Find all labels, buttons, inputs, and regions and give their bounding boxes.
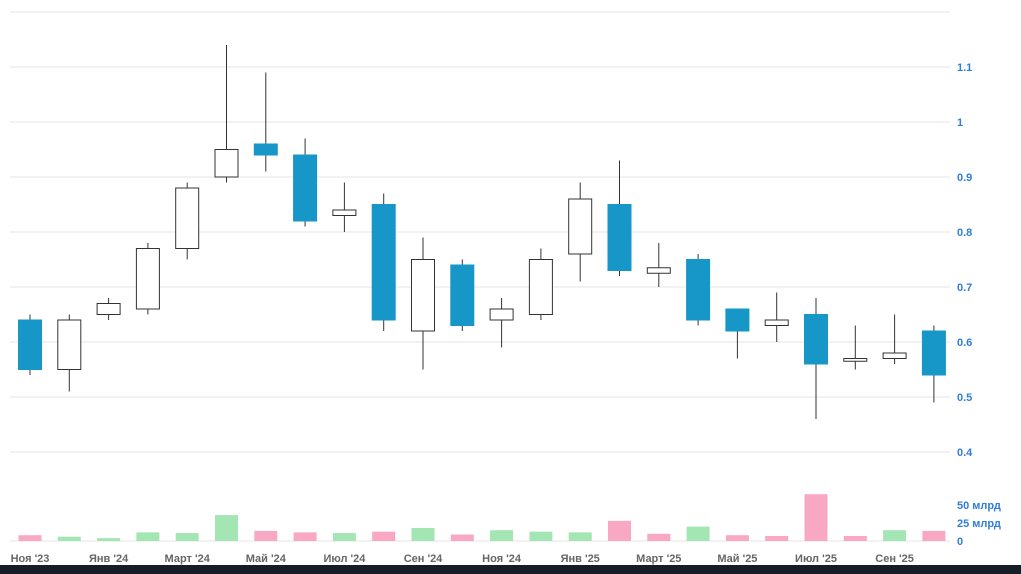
- candle-body: [450, 264, 475, 326]
- price-axis-label: 0.8: [957, 227, 972, 239]
- candle-body: [293, 154, 318, 222]
- volume-bar[interactable]: [608, 520, 631, 541]
- volume-axis-label: 0: [957, 536, 963, 548]
- candle[interactable]: [175, 182, 200, 260]
- candle[interactable]: [804, 298, 828, 419]
- volume-bar[interactable]: [18, 535, 42, 541]
- candle-body: [646, 267, 671, 274]
- x-axis-label: Ноя '23: [11, 553, 50, 565]
- candle-body: [489, 308, 514, 321]
- candle-body: [96, 303, 121, 315]
- candle[interactable]: [607, 160, 632, 277]
- volume-bar[interactable]: [136, 532, 160, 541]
- candle[interactable]: [253, 72, 278, 172]
- x-axis-label: Сен '25: [875, 553, 914, 565]
- volume-bar[interactable]: [647, 533, 671, 541]
- volume-bar[interactable]: [922, 530, 946, 541]
- volume-bar[interactable]: [57, 536, 81, 541]
- price-axis-label: 0.5: [957, 392, 972, 404]
- candle-body: [804, 314, 828, 365]
- candle-body: [175, 187, 200, 249]
- candle-body: [411, 259, 435, 332]
- volume-axis-label: 50 млрд: [957, 500, 1001, 512]
- price-axis-label: 0.9: [957, 172, 972, 184]
- candle[interactable]: [57, 314, 82, 392]
- x-axis-label: Июл '24: [323, 553, 366, 565]
- candle[interactable]: [568, 182, 593, 282]
- candle[interactable]: [135, 243, 160, 315]
- candle-body: [371, 204, 396, 321]
- price-axis-label: 1.1: [957, 62, 972, 74]
- x-axis-label: Май '25: [717, 553, 757, 565]
- candle-body: [568, 198, 593, 255]
- candle[interactable]: [214, 45, 239, 183]
- candle[interactable]: [646, 243, 671, 287]
- x-axis-label: Сен '24: [404, 553, 443, 565]
- volume-bar[interactable]: [883, 530, 907, 541]
- candle[interactable]: [528, 248, 553, 321]
- candle-body: [18, 319, 42, 370]
- candle-body: [214, 149, 239, 178]
- volume-bar[interactable]: [568, 532, 592, 541]
- candle[interactable]: [450, 259, 475, 332]
- x-axis-label: Ноя '24: [482, 553, 522, 565]
- candle-body: [528, 259, 553, 315]
- price-axis-label: 0.6: [957, 337, 972, 349]
- candle[interactable]: [371, 193, 396, 332]
- candle-body: [332, 209, 357, 216]
- volume-bar[interactable]: [686, 526, 710, 541]
- candle[interactable]: [725, 308, 750, 359]
- price-axis-label: 0.4: [957, 447, 973, 459]
- volume-bar[interactable]: [215, 515, 238, 541]
- volume-bar[interactable]: [411, 528, 435, 541]
- x-axis-label: Март '24: [165, 553, 211, 565]
- volume-bar[interactable]: [372, 531, 396, 541]
- candle[interactable]: [96, 298, 121, 320]
- bottom-scrollbar[interactable]: [0, 565, 1021, 574]
- candle-body: [253, 143, 278, 156]
- x-axis-label: Июл '25: [795, 553, 837, 565]
- candle-body: [686, 259, 711, 321]
- volume-axis-label: 25 млрд: [957, 518, 1001, 530]
- volume-bar[interactable]: [293, 532, 317, 541]
- volume-bar[interactable]: [332, 533, 356, 541]
- volume-bar[interactable]: [765, 535, 789, 541]
- x-axis-label: Март '25: [636, 553, 681, 565]
- volume-bar[interactable]: [97, 538, 121, 541]
- candle[interactable]: [411, 237, 435, 370]
- volume-bar[interactable]: [175, 533, 199, 541]
- x-axis-label: Май '24: [246, 553, 287, 565]
- candle-body: [921, 330, 946, 376]
- candle[interactable]: [489, 298, 514, 348]
- volume-bar[interactable]: [843, 535, 867, 541]
- price-axis-label: 1: [957, 117, 963, 129]
- candle-body: [725, 308, 750, 332]
- candle[interactable]: [293, 138, 318, 227]
- candle[interactable]: [882, 314, 907, 365]
- candle-body: [57, 319, 82, 370]
- volume-bar[interactable]: [529, 531, 553, 541]
- candle[interactable]: [843, 325, 868, 370]
- x-axis-label: Янв '24: [89, 553, 129, 565]
- candle[interactable]: [686, 254, 711, 326]
- candle[interactable]: [18, 314, 42, 376]
- candle-body: [135, 248, 160, 310]
- volume-bar[interactable]: [450, 534, 474, 541]
- volume-bar[interactable]: [254, 530, 278, 541]
- volume-bar[interactable]: [490, 530, 514, 541]
- volume-bar[interactable]: [725, 535, 749, 541]
- price-axis-label: 0.7: [957, 282, 972, 294]
- candle[interactable]: [921, 325, 946, 403]
- x-axis-label: Янв '25: [561, 553, 600, 565]
- candle[interactable]: [764, 292, 789, 343]
- candle-body: [882, 352, 907, 359]
- volume-bar[interactable]: [804, 494, 828, 541]
- candle-body: [843, 358, 868, 362]
- candle[interactable]: [332, 182, 357, 233]
- candle-body: [764, 319, 789, 326]
- candle-body: [607, 204, 632, 271]
